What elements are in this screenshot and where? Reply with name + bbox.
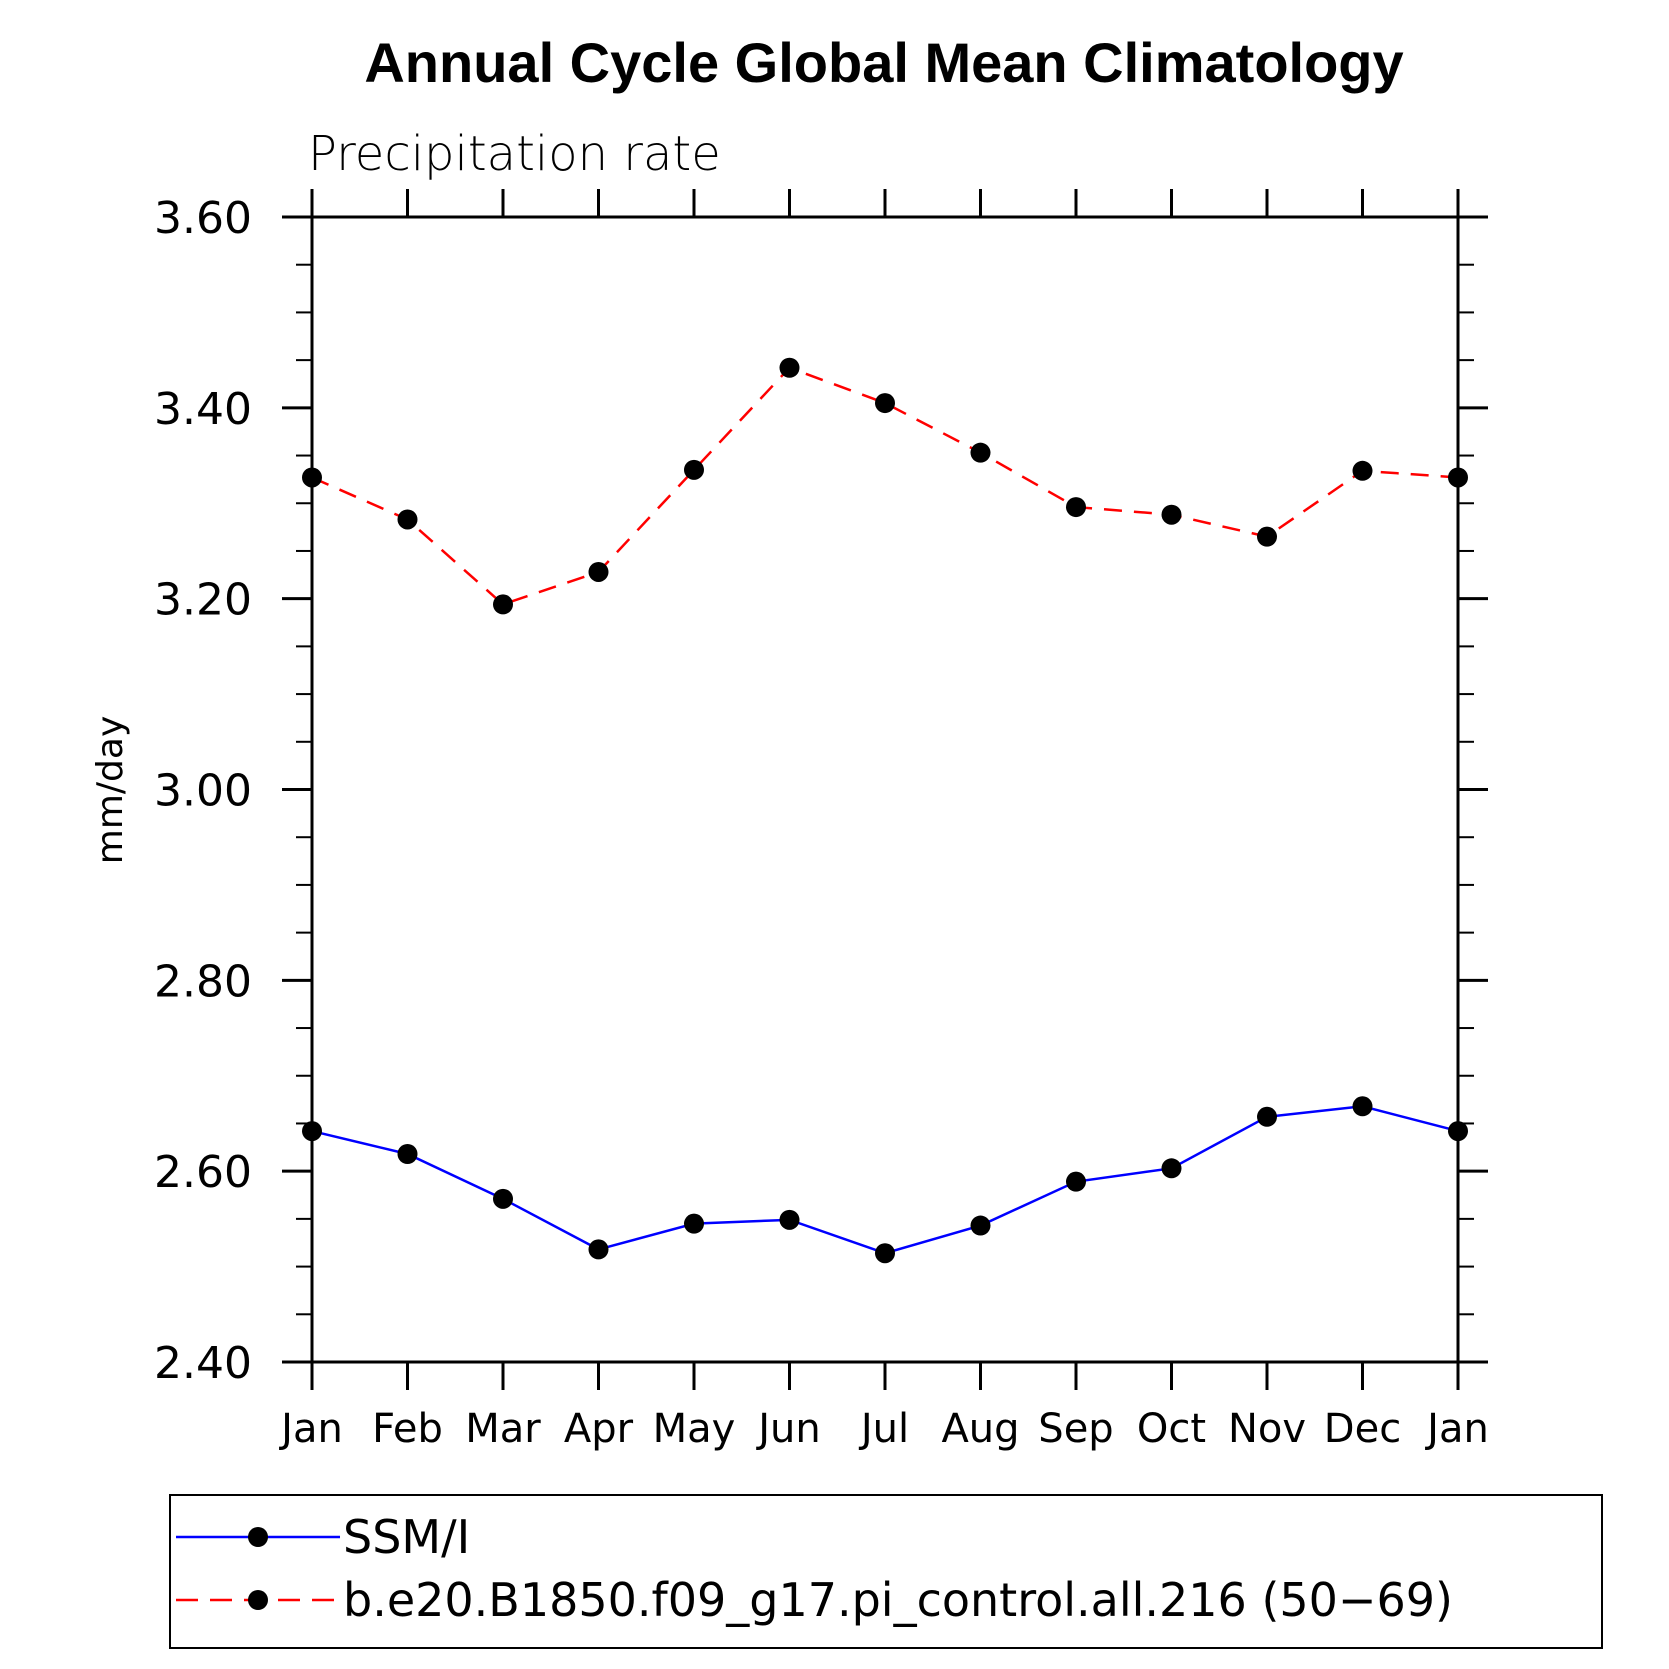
y-tick-label: 3.20 bbox=[154, 575, 252, 626]
data-point bbox=[875, 1243, 895, 1264]
x-tick-label: Jan bbox=[1424, 1406, 1489, 1452]
data-point bbox=[970, 442, 991, 463]
chart-subtitle: Precipitation rate bbox=[308, 126, 721, 182]
data-point bbox=[1352, 460, 1373, 481]
data-point bbox=[779, 357, 800, 378]
data-point bbox=[875, 393, 895, 414]
legend: SSM/I b.e20.B1850.f09_g17.pi_control.all.… bbox=[176, 1510, 1453, 1627]
data-point bbox=[1161, 1158, 1182, 1179]
data-point bbox=[302, 1121, 322, 1142]
x-tick-label: Mar bbox=[465, 1406, 541, 1452]
axis-ticks bbox=[282, 189, 1488, 1390]
x-tick-label: Jan bbox=[278, 1406, 343, 1452]
data-point bbox=[1352, 1096, 1373, 1117]
data-point bbox=[684, 459, 704, 480]
data-point bbox=[493, 1188, 513, 1209]
chart-title: Annual Cycle Global Mean Climatology bbox=[364, 31, 1403, 94]
y-tick-label: 2.80 bbox=[154, 956, 252, 1007]
data-point bbox=[1066, 1171, 1086, 1192]
data-point bbox=[684, 1213, 704, 1234]
x-tick-label: Jun bbox=[755, 1406, 821, 1452]
y-tick-label: 2.60 bbox=[154, 1147, 252, 1198]
y-tick-label: 3.00 bbox=[154, 766, 252, 817]
y-tick-label: 2.40 bbox=[154, 1338, 252, 1389]
data-point bbox=[302, 467, 322, 488]
legend-label-1: SSM/I bbox=[343, 1510, 470, 1564]
data-point bbox=[493, 594, 513, 615]
series-line-1 bbox=[311, 1105, 1459, 1255]
data-point bbox=[588, 561, 609, 582]
x-tick-label: Jul bbox=[858, 1406, 909, 1452]
data-point bbox=[779, 1209, 800, 1230]
legend-box bbox=[169, 1494, 1603, 1649]
data-point bbox=[1448, 467, 1468, 488]
data-point bbox=[1257, 1106, 1277, 1127]
x-tick-label: Apr bbox=[564, 1406, 634, 1452]
data-point bbox=[397, 1143, 418, 1164]
data-point bbox=[1448, 1121, 1468, 1142]
data-point bbox=[397, 509, 418, 530]
x-tick-label: Oct bbox=[1137, 1406, 1206, 1452]
data-point bbox=[970, 1215, 991, 1236]
x-tick-label: Dec bbox=[1324, 1406, 1401, 1452]
x-tick-label: Aug bbox=[941, 1406, 1019, 1452]
data-point bbox=[588, 1239, 609, 1260]
x-tick-label: Sep bbox=[1038, 1406, 1113, 1452]
y-tick-label: 3.40 bbox=[154, 384, 252, 435]
y-tick-label: 3.60 bbox=[154, 193, 252, 244]
legend-marker-1 bbox=[248, 1527, 268, 1547]
data-point bbox=[1066, 497, 1086, 518]
data-point bbox=[1257, 526, 1277, 547]
legend-marker-2 bbox=[248, 1590, 268, 1610]
y-tick-labels: 2.40 2.60 2.80 3.00 3.20 3.40 3.60 bbox=[154, 193, 252, 1389]
x-tick-label: May bbox=[653, 1406, 736, 1452]
data-point bbox=[1161, 504, 1182, 525]
legend-label-2: b.e20.B1850.f09_g17.pi_control.all.216 (… bbox=[343, 1573, 1453, 1627]
y-axis-label: mm/day bbox=[90, 716, 131, 864]
x-tick-labels: Jan Feb Mar Apr May Jun Jul Aug Sep Oct Nov Dec Jan bbox=[278, 1406, 1489, 1452]
x-tick-label: Nov bbox=[1228, 1406, 1306, 1452]
x-tick-label: Feb bbox=[372, 1406, 443, 1452]
series-layer bbox=[302, 357, 1468, 1264]
